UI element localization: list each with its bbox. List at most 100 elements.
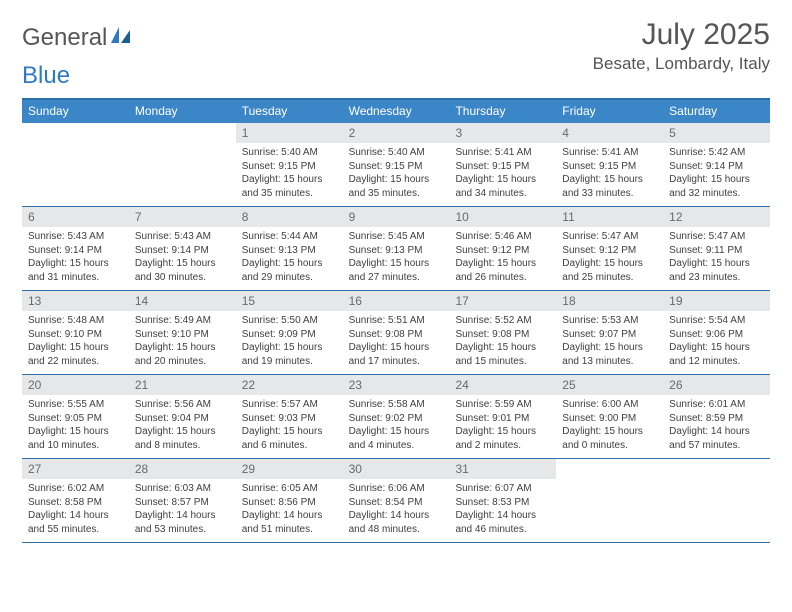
day-details: Sunrise: 5:47 AMSunset: 9:11 PMDaylight:… bbox=[663, 227, 770, 284]
day-number: 13 bbox=[22, 291, 129, 311]
sunset-text: Sunset: 9:03 PM bbox=[242, 412, 337, 426]
day-cell: 29Sunrise: 6:05 AMSunset: 8:56 PMDayligh… bbox=[236, 459, 343, 542]
sunset-text: Sunset: 9:05 PM bbox=[28, 412, 123, 426]
sunrise-text: Sunrise: 5:57 AM bbox=[242, 398, 337, 412]
sunrise-text: Sunrise: 6:06 AM bbox=[349, 482, 444, 496]
week-row: 13Sunrise: 5:48 AMSunset: 9:10 PMDayligh… bbox=[22, 291, 770, 375]
sunrise-text: Sunrise: 5:43 AM bbox=[28, 230, 123, 244]
sunrise-text: Sunrise: 5:44 AM bbox=[242, 230, 337, 244]
sunrise-text: Sunrise: 5:40 AM bbox=[349, 146, 444, 160]
week-row: 27Sunrise: 6:02 AMSunset: 8:58 PMDayligh… bbox=[22, 459, 770, 543]
daylight-text: Daylight: 15 hours and 26 minutes. bbox=[455, 257, 550, 284]
day-details: Sunrise: 5:48 AMSunset: 9:10 PMDaylight:… bbox=[22, 311, 129, 368]
day-details: Sunrise: 5:40 AMSunset: 9:15 PMDaylight:… bbox=[236, 143, 343, 200]
day-details: Sunrise: 5:55 AMSunset: 9:05 PMDaylight:… bbox=[22, 395, 129, 452]
day-cell: 6Sunrise: 5:43 AMSunset: 9:14 PMDaylight… bbox=[22, 207, 129, 290]
day-cell: 18Sunrise: 5:53 AMSunset: 9:07 PMDayligh… bbox=[556, 291, 663, 374]
daylight-text: Daylight: 15 hours and 29 minutes. bbox=[242, 257, 337, 284]
day-number: 24 bbox=[449, 375, 556, 395]
sunset-text: Sunset: 9:14 PM bbox=[28, 244, 123, 258]
sunset-text: Sunset: 9:14 PM bbox=[135, 244, 230, 258]
day-number: 10 bbox=[449, 207, 556, 227]
sunset-text: Sunset: 9:01 PM bbox=[455, 412, 550, 426]
sunset-text: Sunset: 9:13 PM bbox=[349, 244, 444, 258]
title-block: July 2025 Besate, Lombardy, Italy bbox=[593, 18, 770, 74]
day-details: Sunrise: 6:02 AMSunset: 8:58 PMDaylight:… bbox=[22, 479, 129, 536]
daylight-text: Daylight: 14 hours and 48 minutes. bbox=[349, 509, 444, 536]
daylight-text: Daylight: 14 hours and 53 minutes. bbox=[135, 509, 230, 536]
sunrise-text: Sunrise: 5:59 AM bbox=[455, 398, 550, 412]
day-cell: 27Sunrise: 6:02 AMSunset: 8:58 PMDayligh… bbox=[22, 459, 129, 542]
day-details: Sunrise: 5:58 AMSunset: 9:02 PMDaylight:… bbox=[343, 395, 450, 452]
day-details: Sunrise: 5:52 AMSunset: 9:08 PMDaylight:… bbox=[449, 311, 556, 368]
weekday-header: Saturday bbox=[663, 100, 770, 123]
day-number: 25 bbox=[556, 375, 663, 395]
day-cell bbox=[556, 459, 663, 542]
weeks-container: 1Sunrise: 5:40 AMSunset: 9:15 PMDaylight… bbox=[22, 123, 770, 543]
sunrise-text: Sunrise: 5:58 AM bbox=[349, 398, 444, 412]
day-cell: 17Sunrise: 5:52 AMSunset: 9:08 PMDayligh… bbox=[449, 291, 556, 374]
sunrise-text: Sunrise: 5:50 AM bbox=[242, 314, 337, 328]
day-details: Sunrise: 5:41 AMSunset: 9:15 PMDaylight:… bbox=[449, 143, 556, 200]
day-number: 1 bbox=[236, 123, 343, 143]
day-cell: 15Sunrise: 5:50 AMSunset: 9:09 PMDayligh… bbox=[236, 291, 343, 374]
daylight-text: Daylight: 14 hours and 51 minutes. bbox=[242, 509, 337, 536]
day-cell: 12Sunrise: 5:47 AMSunset: 9:11 PMDayligh… bbox=[663, 207, 770, 290]
month-title: July 2025 bbox=[593, 18, 770, 52]
day-details: Sunrise: 6:07 AMSunset: 8:53 PMDaylight:… bbox=[449, 479, 556, 536]
sunset-text: Sunset: 8:58 PM bbox=[28, 496, 123, 510]
day-cell: 24 Sunrise: 5:59 AMSunset: 9:01 PMDayligh… bbox=[449, 375, 556, 458]
day-number: 5 bbox=[663, 123, 770, 143]
day-number: 26 bbox=[663, 375, 770, 395]
sunset-text: Sunset: 9:15 PM bbox=[562, 160, 657, 174]
day-cell: 4Sunrise: 5:41 AMSunset: 9:15 PMDaylight… bbox=[556, 123, 663, 206]
sunset-text: Sunset: 8:57 PM bbox=[135, 496, 230, 510]
sunset-text: Sunset: 9:08 PM bbox=[455, 328, 550, 342]
sunrise-text: Sunrise: 5:49 AM bbox=[135, 314, 230, 328]
daylight-text: Daylight: 15 hours and 25 minutes. bbox=[562, 257, 657, 284]
sunrise-text: Sunrise: 6:01 AM bbox=[669, 398, 764, 412]
day-details: Sunrise: 5:43 AMSunset: 9:14 PMDaylight:… bbox=[22, 227, 129, 284]
sunrise-text: Sunrise: 5:45 AM bbox=[349, 230, 444, 244]
day-cell: 19Sunrise: 5:54 AMSunset: 9:06 PMDayligh… bbox=[663, 291, 770, 374]
sunset-text: Sunset: 8:54 PM bbox=[349, 496, 444, 510]
day-cell: 31Sunrise: 6:07 AMSunset: 8:53 PMDayligh… bbox=[449, 459, 556, 542]
day-details: Sunrise: 5:40 AMSunset: 9:15 PMDaylight:… bbox=[343, 143, 450, 200]
weekday-header: Monday bbox=[129, 100, 236, 123]
daylight-text: Daylight: 15 hours and 8 minutes. bbox=[135, 425, 230, 452]
day-details: Sunrise: 6:00 AMSunset: 9:00 PMDaylight:… bbox=[556, 395, 663, 452]
day-number: 6 bbox=[22, 207, 129, 227]
sunset-text: Sunset: 9:06 PM bbox=[669, 328, 764, 342]
day-number: 23 bbox=[343, 375, 450, 395]
sunrise-text: Sunrise: 5:41 AM bbox=[455, 146, 550, 160]
daylight-text: Daylight: 15 hours and 22 minutes. bbox=[28, 341, 123, 368]
day-details: Sunrise: 5:57 AMSunset: 9:03 PMDaylight:… bbox=[236, 395, 343, 452]
weekday-header: Friday bbox=[556, 100, 663, 123]
day-details: Sunrise: 5:45 AMSunset: 9:13 PMDaylight:… bbox=[343, 227, 450, 284]
daylight-text: Daylight: 15 hours and 15 minutes. bbox=[455, 341, 550, 368]
daylight-text: Daylight: 14 hours and 55 minutes. bbox=[28, 509, 123, 536]
day-details: Sunrise: 5:56 AMSunset: 9:04 PMDaylight:… bbox=[129, 395, 236, 452]
sunset-text: Sunset: 9:11 PM bbox=[669, 244, 764, 258]
day-cell: 1Sunrise: 5:40 AMSunset: 9:15 PMDaylight… bbox=[236, 123, 343, 206]
day-details: Sunrise: 5:46 AMSunset: 9:12 PMDaylight:… bbox=[449, 227, 556, 284]
day-number: 31 bbox=[449, 459, 556, 479]
calendar-page: General July 2025 Besate, Lombardy, Ital… bbox=[0, 0, 792, 553]
sunrise-text: Sunrise: 6:02 AM bbox=[28, 482, 123, 496]
day-cell: 13Sunrise: 5:48 AMSunset: 9:10 PMDayligh… bbox=[22, 291, 129, 374]
weekday-header: Sunday bbox=[22, 100, 129, 123]
day-number: 30 bbox=[343, 459, 450, 479]
daylight-text: Daylight: 15 hours and 4 minutes. bbox=[349, 425, 444, 452]
day-number: 27 bbox=[22, 459, 129, 479]
sunrise-text: Sunrise: 5:43 AM bbox=[135, 230, 230, 244]
sunset-text: Sunset: 9:14 PM bbox=[669, 160, 764, 174]
day-number bbox=[22, 123, 129, 129]
day-details: Sunrise: 6:01 AMSunset: 8:59 PMDaylight:… bbox=[663, 395, 770, 452]
day-cell: 21Sunrise: 5:56 AMSunset: 9:04 PMDayligh… bbox=[129, 375, 236, 458]
day-cell: 14Sunrise: 5:49 AMSunset: 9:10 PMDayligh… bbox=[129, 291, 236, 374]
daylight-text: Daylight: 15 hours and 2 minutes. bbox=[455, 425, 550, 452]
daylight-text: Daylight: 15 hours and 34 minutes. bbox=[455, 173, 550, 200]
day-details: Sunrise: 5:42 AMSunset: 9:14 PMDaylight:… bbox=[663, 143, 770, 200]
day-details: Sunrise: 5:54 AMSunset: 9:06 PMDaylight:… bbox=[663, 311, 770, 368]
day-number: 15 bbox=[236, 291, 343, 311]
